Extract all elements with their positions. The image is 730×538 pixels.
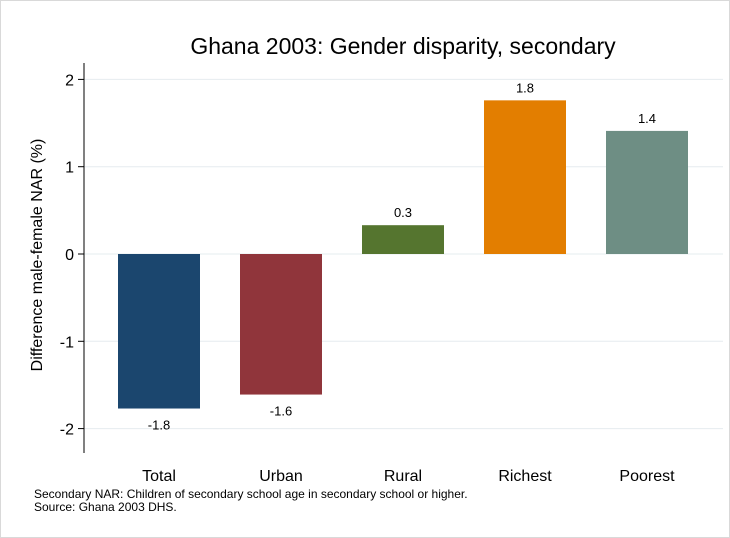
x-tick-label-rural: Rural bbox=[384, 468, 422, 485]
x-tick-label-urban: Urban bbox=[259, 468, 303, 485]
y-tick-label: 2 bbox=[65, 72, 74, 89]
y-tick-label: -1 bbox=[60, 334, 74, 351]
bar-total bbox=[118, 254, 200, 409]
footnote-source: Source: Ghana 2003 DHS. bbox=[34, 500, 177, 514]
x-tick-label-poorest: Poorest bbox=[619, 468, 675, 485]
y-axis-label: Difference male-female NAR (%) bbox=[29, 139, 46, 372]
footnote-definition: Secondary NAR: Children of secondary sch… bbox=[34, 487, 468, 501]
data-label-rural: 0.3 bbox=[394, 205, 412, 220]
data-label-urban: -1.6 bbox=[270, 404, 292, 419]
bar-poorest bbox=[606, 130, 688, 254]
data-labels: -1.8 -1.6 0.3 1.8 1.4 bbox=[148, 80, 656, 432]
y-tick-label: 1 bbox=[65, 160, 74, 177]
x-tick-label-richest: Richest bbox=[498, 468, 552, 485]
x-axis-tick-labels: Total Urban Rural Richest Poorest bbox=[142, 468, 675, 485]
bars bbox=[118, 100, 688, 409]
bar-rural bbox=[362, 225, 444, 254]
bar-richest bbox=[484, 100, 566, 255]
data-label-richest: 1.8 bbox=[516, 80, 534, 95]
x-tick-label-total: Total bbox=[142, 468, 176, 485]
y-axis: -2 -1 0 1 2 bbox=[60, 63, 85, 453]
data-label-poorest: 1.4 bbox=[638, 111, 656, 126]
data-label-total: -1.8 bbox=[148, 418, 170, 433]
y-tick-label: 0 bbox=[65, 247, 74, 264]
bar-urban bbox=[240, 254, 322, 395]
chart-title: Ghana 2003: Gender disparity, secondary bbox=[190, 33, 616, 59]
y-tick-label: -2 bbox=[60, 422, 74, 439]
